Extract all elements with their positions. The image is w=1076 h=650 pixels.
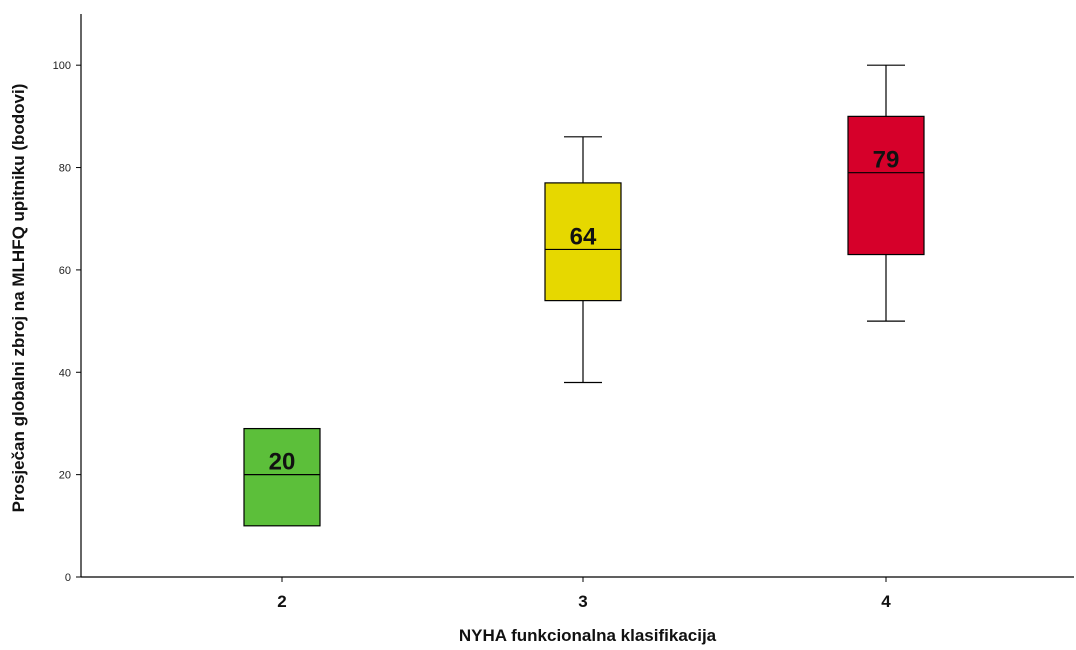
y-tick-label: 20	[59, 470, 71, 482]
y-tick-label: 40	[59, 367, 71, 379]
x-tick-label: 3	[578, 592, 587, 611]
box-group-3: 64	[544, 136, 622, 384]
median-data-label: 64	[570, 223, 597, 250]
y-tick-label: 60	[59, 265, 71, 277]
y-tick-label: 80	[59, 163, 71, 175]
box	[544, 182, 622, 302]
boxes: 20 64 79	[243, 64, 925, 527]
x-axis-title: NYHA funkcionalna klasifikacija	[459, 626, 717, 645]
y-axis-ticks: 0 20 40 60 80 100	[53, 60, 81, 584]
x-tick-label: 2	[277, 592, 286, 611]
y-tick-label: 100	[53, 60, 71, 72]
box	[847, 115, 925, 256]
box	[243, 427, 321, 527]
y-tick-label: 0	[65, 572, 71, 584]
y-axis-title: Prosječan globalni zbroj na MLHFQ upitni…	[9, 84, 28, 513]
x-tick-label: 4	[881, 592, 891, 611]
median-data-label: 79	[873, 147, 900, 174]
box-group-4: 79	[847, 64, 925, 322]
box-group-2: 20	[243, 427, 321, 527]
median-data-label: 20	[269, 449, 296, 476]
x-axis-ticks: 2 3 4	[277, 577, 891, 611]
